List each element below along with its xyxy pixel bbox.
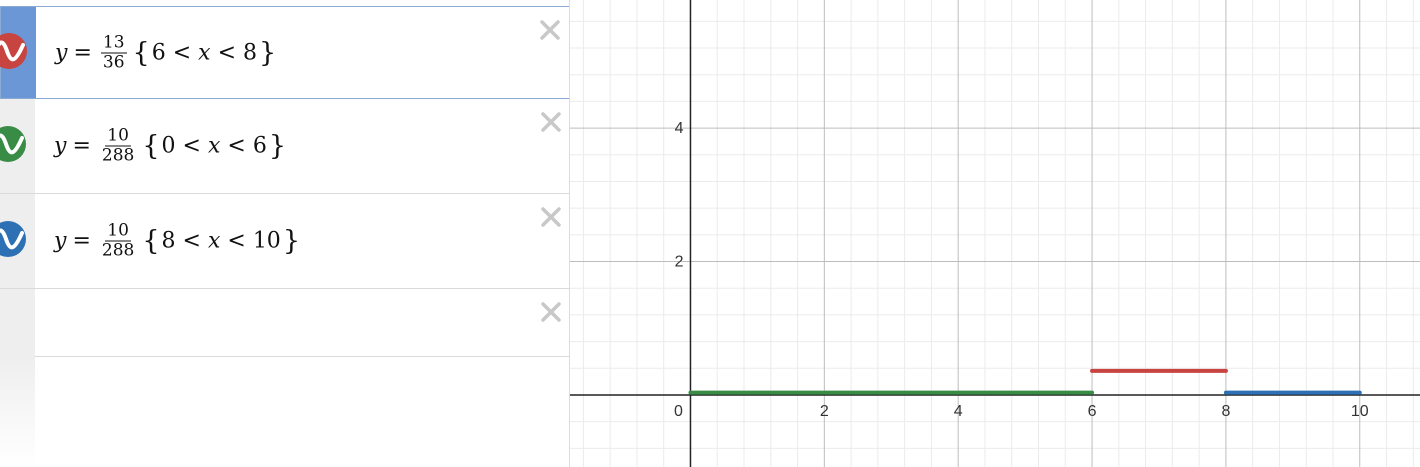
minor-gridlines bbox=[570, 0, 1420, 467]
x-tick-label: 8 bbox=[1221, 403, 1230, 420]
expression-math[interactable]: y = 10 288 { 0 < x < 6 } bbox=[54, 125, 288, 166]
math-equals: = bbox=[72, 228, 91, 254]
axes bbox=[570, 0, 1420, 467]
domain-variable: x bbox=[207, 133, 221, 159]
x-tick-label: 2 bbox=[820, 403, 829, 420]
fraction-numerator: 10 bbox=[105, 125, 131, 147]
math-variable: y bbox=[54, 228, 67, 254]
domain-upper: 6 bbox=[252, 133, 267, 159]
expression-row-2[interactable]: y = 10 288 { 0 < x < 6 } bbox=[0, 99, 569, 194]
domain-upper: 10 bbox=[252, 228, 281, 254]
expression-row-3[interactable]: y = 10 288 { 8 < x < 10 } bbox=[0, 194, 569, 289]
open-brace: { bbox=[142, 225, 160, 257]
wave-icon[interactable] bbox=[0, 219, 28, 259]
expression-math[interactable]: y = 10 288 { 8 < x < 10 } bbox=[54, 220, 302, 261]
less-than: < bbox=[227, 133, 246, 159]
close-icon[interactable] bbox=[539, 19, 561, 41]
domain-lower: 0 bbox=[161, 133, 176, 159]
y-tick-label: 2 bbox=[675, 254, 684, 271]
close-icon[interactable] bbox=[540, 301, 562, 323]
origin-label: 0 bbox=[674, 403, 683, 420]
fraction-denominator: 36 bbox=[102, 52, 125, 72]
major-gridlines bbox=[570, 0, 1420, 467]
fraction-denominator: 288 bbox=[101, 145, 135, 166]
math-variable: y bbox=[54, 133, 67, 159]
fraction-numerator: 10 bbox=[105, 220, 131, 242]
less-than: < bbox=[182, 228, 201, 254]
gutter-fade bbox=[0, 356, 35, 467]
close-brace: } bbox=[259, 37, 277, 68]
less-than: < bbox=[172, 40, 192, 65]
wave-icon[interactable] bbox=[0, 31, 29, 71]
domain-lower: 6 bbox=[151, 40, 166, 65]
less-than: < bbox=[182, 133, 201, 159]
math-fraction: 13 36 bbox=[100, 32, 127, 72]
math-equals: = bbox=[72, 133, 91, 159]
expression-list: y = 13 36 { 6 < x < 8 } y = 1 bbox=[0, 0, 570, 467]
math-fraction: 10 288 bbox=[100, 220, 136, 261]
fraction-denominator: 288 bbox=[101, 240, 135, 261]
less-than: < bbox=[227, 228, 246, 254]
expression-row-empty[interactable] bbox=[0, 289, 569, 357]
expression-row-1[interactable]: y = 13 36 { 6 < x < 8 } bbox=[0, 6, 569, 99]
graph-canvas[interactable]: 2 4 6 8 10 2 4 0 bbox=[570, 0, 1420, 467]
domain-upper: 8 bbox=[243, 40, 257, 65]
expression-gutter bbox=[0, 289, 35, 356]
less-than: < bbox=[217, 40, 236, 65]
x-tick-label: 10 bbox=[1351, 403, 1369, 420]
close-brace: } bbox=[268, 130, 286, 162]
math-variable: y bbox=[55, 40, 68, 65]
x-tick-label: 6 bbox=[1088, 403, 1097, 420]
math-fraction: 10 288 bbox=[100, 125, 136, 166]
domain-lower: 8 bbox=[161, 228, 176, 254]
domain-variable: x bbox=[198, 40, 211, 65]
math-equals: = bbox=[73, 40, 92, 65]
expression-math[interactable]: y = 13 36 { 6 < x < 8 } bbox=[55, 33, 278, 72]
y-tick-label: 4 bbox=[675, 120, 684, 137]
open-brace: { bbox=[142, 130, 160, 162]
wave-icon[interactable] bbox=[0, 124, 28, 164]
domain-variable: x bbox=[207, 228, 221, 254]
x-tick-label: 4 bbox=[954, 403, 963, 420]
close-icon[interactable] bbox=[540, 206, 562, 228]
axis-labels: 2 4 6 8 10 2 4 0 bbox=[674, 120, 1369, 420]
close-icon[interactable] bbox=[540, 111, 562, 133]
fraction-numerator: 13 bbox=[100, 32, 127, 53]
open-brace: { bbox=[132, 37, 150, 68]
close-brace: } bbox=[282, 225, 300, 257]
plotted-segments bbox=[688, 368, 1362, 395]
